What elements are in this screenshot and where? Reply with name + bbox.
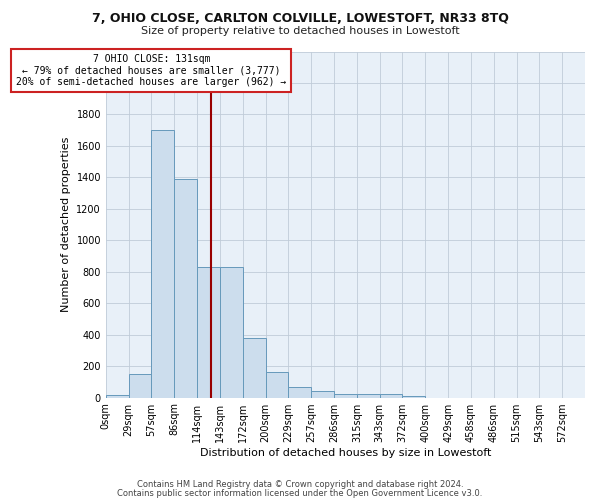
Bar (289, 388, 311, 398)
Bar (380, 394, 403, 398)
Y-axis label: Number of detached properties: Number of detached properties (61, 137, 71, 312)
Bar (174, 179, 197, 398)
Bar (403, 396, 425, 398)
Bar (243, 338, 266, 398)
Bar (311, 392, 334, 398)
X-axis label: Distribution of detached houses by size in Lowestoft: Distribution of detached houses by size … (200, 448, 491, 458)
Bar (357, 394, 380, 398)
Bar (151, 130, 174, 398)
Text: Contains public sector information licensed under the Open Government Licence v3: Contains public sector information licen… (118, 488, 482, 498)
Bar (334, 394, 357, 398)
Text: 7, OHIO CLOSE, CARLTON COLVILLE, LOWESTOFT, NR33 8TQ: 7, OHIO CLOSE, CARLTON COLVILLE, LOWESTO… (92, 12, 508, 26)
Text: 7 OHIO CLOSE: 131sqm
← 79% of detached houses are smaller (3,777)
20% of semi-de: 7 OHIO CLOSE: 131sqm ← 79% of detached h… (16, 54, 287, 87)
Bar (220, 267, 243, 398)
Bar (197, 267, 220, 398)
Bar (128, 374, 151, 398)
Text: Contains HM Land Registry data © Crown copyright and database right 2024.: Contains HM Land Registry data © Crown c… (137, 480, 463, 489)
Text: Size of property relative to detached houses in Lowestoft: Size of property relative to detached ho… (140, 26, 460, 36)
Bar (106, 395, 128, 398)
Bar (266, 372, 289, 398)
